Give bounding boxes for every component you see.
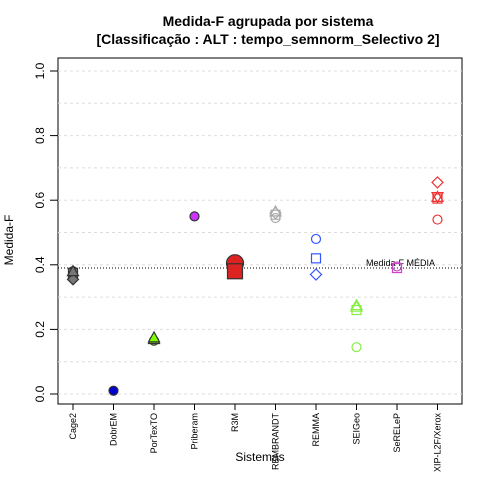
x-tick-label: Cage2 xyxy=(68,413,78,440)
data-point xyxy=(309,268,323,281)
y-tick-label: 0.0 xyxy=(33,385,47,402)
data-point xyxy=(66,272,80,286)
data-point xyxy=(310,233,322,245)
data-point xyxy=(391,261,403,272)
y-axis: 0.0 0.2 0.4 0.6 0.8 1.0 xyxy=(33,62,58,402)
data-point xyxy=(430,191,445,204)
x-tick-label: R3M xyxy=(230,413,240,432)
data-point xyxy=(351,342,362,353)
data-point xyxy=(431,176,444,189)
data-point xyxy=(268,204,283,217)
x-axis-label: Sistemas xyxy=(235,450,284,464)
plot-frame xyxy=(57,57,463,405)
y-tick-label: 0.8 xyxy=(33,127,47,144)
y-tick-label: 0.2 xyxy=(33,321,47,338)
y-tick-label: 1.0 xyxy=(33,62,47,79)
x-axis: Cage2 DobrEM PorTexTO Priberam R3M REMBRANDT R… xyxy=(68,404,443,472)
data-point xyxy=(108,385,119,396)
y-tick-label: 0.4 xyxy=(33,256,47,273)
data-points xyxy=(66,176,445,396)
data-point xyxy=(349,298,364,311)
x-tick-label: DobrEM xyxy=(109,413,119,446)
data-point xyxy=(349,300,364,312)
data-point xyxy=(226,263,244,280)
x-tick-label: Priberam xyxy=(190,413,200,450)
y-tick-label: 0.6 xyxy=(33,192,47,209)
data-point xyxy=(66,264,80,277)
x-tick-label: SEIGeo xyxy=(352,413,362,445)
x-tick-label: REMMA xyxy=(311,413,321,447)
chart-subtitle: [Classificação : ALT : tempo_semnorm_Sel… xyxy=(96,31,439,47)
x-tick-label: PorTexTO xyxy=(149,413,159,453)
y-axis-label: Medida-F xyxy=(2,215,16,266)
x-tick-label: XIP-L2F/Xerox xyxy=(433,413,443,473)
data-point xyxy=(432,214,443,225)
data-point xyxy=(269,206,282,220)
chart-title: Medida-F agrupada por sistema xyxy=(163,13,374,29)
data-point xyxy=(147,330,161,343)
data-point xyxy=(189,211,200,222)
x-tick-label: REMBRANDT xyxy=(271,413,281,471)
x-tick-label: SeRELeP xyxy=(392,413,402,453)
gridlines xyxy=(58,70,462,395)
data-point xyxy=(310,253,322,264)
